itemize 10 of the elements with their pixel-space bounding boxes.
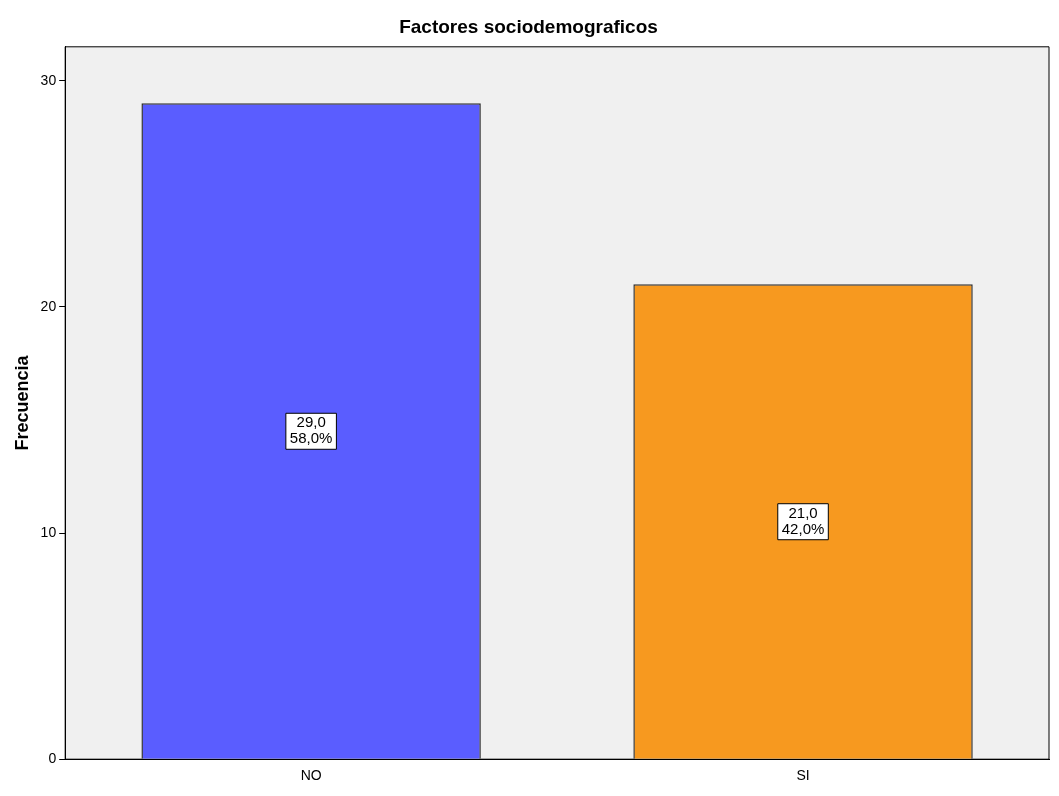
x-tick-label: NO [300,767,322,784]
data-label: 29,0 58,0% [289,413,333,447]
y-tick-label: 0 [48,750,57,767]
y-tick-label: 10 [40,523,57,540]
y-tick-label: 30 [40,71,57,88]
chart-title: Factores sociodemograficos [399,15,658,37]
data-label: 21,0 42,0% [781,503,825,537]
x-tick-label: SI [796,767,810,784]
y-tick-label: 20 [40,297,57,314]
y-axis-title: Frecuencia [11,354,32,451]
